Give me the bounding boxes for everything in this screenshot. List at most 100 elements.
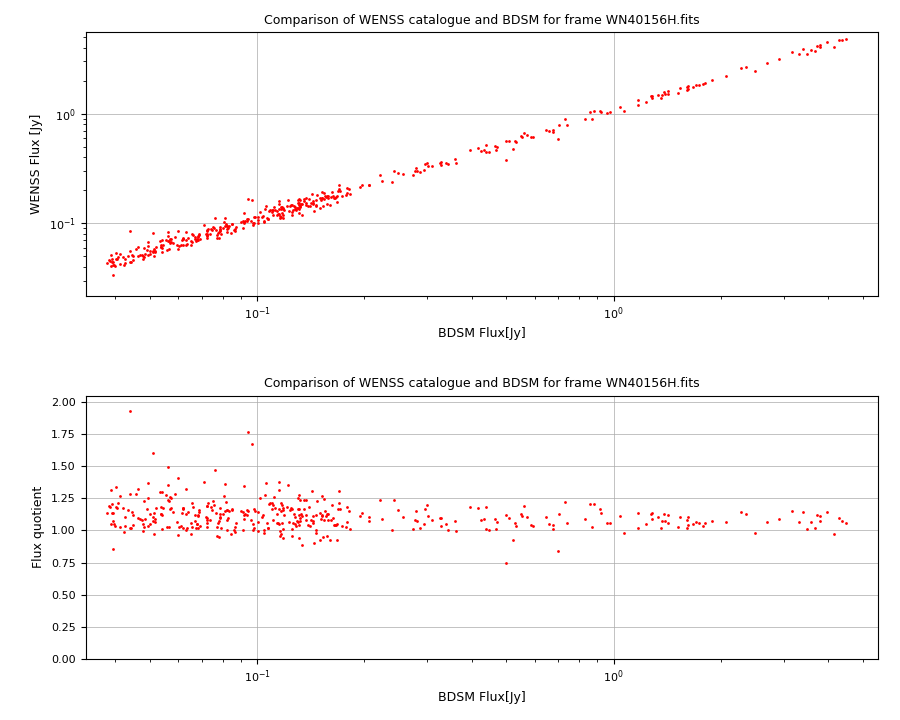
Point: [434, 159, 448, 171]
Point: [288, 204, 302, 216]
Point: [248, 503, 262, 514]
Point: [105, 256, 120, 268]
Point: [696, 78, 710, 90]
Point: [184, 518, 198, 529]
Point: [785, 46, 799, 58]
Point: [185, 501, 200, 513]
Point: [299, 509, 313, 521]
Point: [557, 114, 572, 125]
Point: [489, 523, 503, 535]
Point: [292, 520, 307, 531]
Point: [471, 142, 485, 153]
Point: [293, 508, 308, 519]
Point: [200, 230, 214, 241]
Point: [190, 234, 204, 246]
Point: [804, 517, 818, 528]
Point: [220, 524, 235, 536]
Point: [118, 253, 132, 265]
Point: [212, 226, 226, 238]
Point: [155, 234, 169, 246]
Point: [219, 217, 233, 229]
Point: [680, 81, 694, 93]
Point: [155, 246, 169, 258]
Point: [651, 512, 665, 523]
Point: [241, 214, 256, 225]
Point: [207, 500, 221, 511]
Point: [116, 251, 130, 263]
Point: [387, 166, 401, 177]
Point: [474, 514, 489, 526]
Point: [514, 131, 528, 143]
Point: [138, 248, 152, 260]
Point: [181, 233, 195, 244]
Point: [447, 516, 462, 527]
Point: [106, 269, 121, 281]
Point: [163, 233, 177, 245]
Point: [176, 502, 190, 513]
Point: [108, 253, 122, 265]
Point: [639, 518, 653, 530]
Point: [299, 515, 313, 526]
Point: [326, 513, 340, 524]
Point: [331, 498, 346, 509]
Point: [520, 130, 535, 141]
Point: [384, 176, 399, 188]
Point: [286, 204, 301, 215]
Point: [421, 510, 436, 522]
Point: [418, 503, 432, 515]
Point: [691, 79, 706, 91]
Point: [193, 233, 207, 245]
Point: [275, 503, 290, 514]
Point: [578, 113, 592, 125]
Point: [200, 225, 214, 236]
Point: [309, 194, 323, 205]
Point: [280, 501, 294, 513]
Point: [644, 91, 659, 102]
Point: [419, 500, 434, 511]
Point: [103, 502, 117, 513]
Point: [316, 199, 330, 211]
Point: [143, 245, 157, 256]
Point: [410, 505, 424, 517]
Point: [178, 484, 193, 495]
Point: [174, 520, 188, 531]
Point: [141, 521, 156, 532]
Point: [148, 245, 162, 256]
Point: [340, 516, 355, 528]
Point: [433, 157, 447, 168]
Point: [109, 247, 123, 258]
Point: [106, 259, 121, 271]
Point: [191, 522, 205, 534]
Point: [362, 515, 376, 526]
Point: [216, 508, 230, 520]
Point: [132, 250, 147, 261]
Point: [653, 523, 668, 534]
Point: [425, 160, 439, 171]
Point: [175, 507, 189, 518]
Point: [237, 513, 251, 525]
Point: [224, 528, 238, 540]
Point: [172, 521, 186, 533]
Point: [256, 510, 270, 521]
Point: [290, 515, 304, 526]
Point: [246, 524, 260, 536]
Point: [748, 66, 762, 77]
Point: [328, 520, 342, 531]
Point: [184, 235, 198, 247]
Point: [200, 513, 214, 524]
Point: [202, 228, 217, 240]
Point: [276, 505, 291, 516]
Point: [545, 523, 560, 535]
Point: [312, 534, 327, 546]
Point: [796, 43, 810, 55]
Point: [317, 493, 331, 505]
Point: [315, 490, 329, 502]
Point: [321, 514, 336, 526]
Point: [170, 239, 184, 251]
Point: [488, 513, 502, 524]
Point: [320, 531, 334, 542]
Point: [167, 231, 182, 243]
Point: [306, 516, 320, 527]
Point: [228, 223, 242, 235]
Point: [320, 508, 334, 520]
